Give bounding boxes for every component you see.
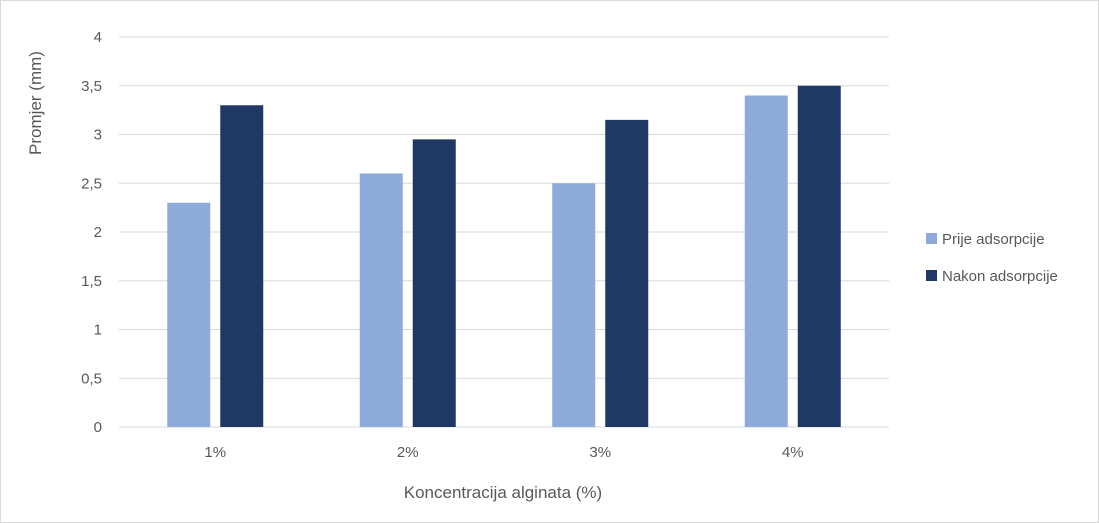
x-tick-labels: 1% 2% 3% 4% (204, 444, 803, 461)
y-tick-label: 2,5 (81, 175, 102, 192)
bar-nakon-adsorpcije-2 (412, 139, 456, 427)
x-tick-label: 4% (782, 444, 804, 461)
y-tick-label: 2 (94, 224, 102, 241)
x-axis-title: Koncentracija alginata (%) (404, 483, 602, 502)
legend-label: Prije adsorpcije (942, 231, 1045, 248)
legend-swatch (926, 270, 937, 281)
bar-prije-adsorpcije-2 (359, 173, 403, 427)
bars (167, 85, 841, 427)
legend-swatch (926, 233, 937, 244)
y-tick-labels: 0 0,5 1 1,5 2 2,5 3 3,5 4 (81, 29, 102, 436)
y-tick-label: 1,5 (81, 273, 102, 290)
legend: Prije adsorpcije Nakon adsorpcije (926, 231, 1058, 285)
y-tick-label: 3 (94, 127, 102, 144)
bar-prije-adsorpcije-3 (552, 183, 596, 427)
y-tick-label: 1 (94, 322, 102, 339)
x-tick-label: 2% (397, 444, 419, 461)
y-tick-label: 0 (94, 419, 102, 436)
x-tick-label: 1% (204, 444, 226, 461)
x-tick-label: 3% (589, 444, 611, 461)
bar-nakon-adsorpcije-3 (605, 119, 649, 427)
bar-prije-adsorpcije-1 (167, 202, 211, 427)
bar-nakon-adsorpcije-4 (797, 85, 841, 427)
bar-prije-adsorpcije-4 (744, 95, 788, 427)
bar-nakon-adsorpcije-1 (220, 105, 264, 427)
y-tick-label: 3,5 (81, 78, 102, 95)
legend-label: Nakon adsorpcije (942, 268, 1058, 285)
y-tick-label: 0,5 (81, 370, 102, 387)
y-axis-title: Promjer (mm) (26, 51, 45, 155)
y-tick-label: 4 (94, 29, 102, 46)
